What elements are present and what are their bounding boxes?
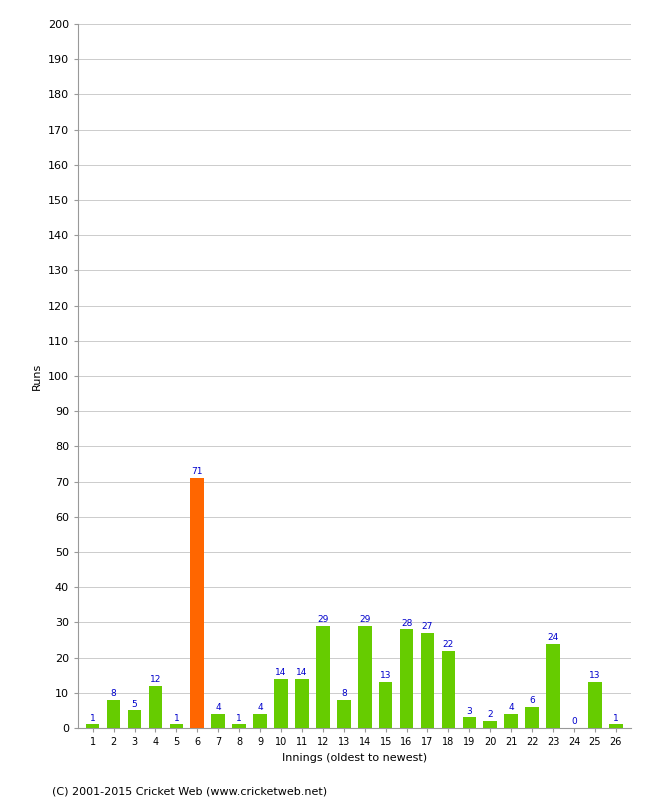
Bar bbox=[107, 700, 120, 728]
Text: 6: 6 bbox=[529, 696, 535, 705]
Text: 1: 1 bbox=[236, 714, 242, 722]
Text: 4: 4 bbox=[508, 703, 514, 712]
Bar bbox=[295, 678, 309, 728]
Bar bbox=[525, 707, 539, 728]
Bar bbox=[254, 714, 267, 728]
Bar bbox=[337, 700, 350, 728]
Text: 2: 2 bbox=[488, 710, 493, 719]
Text: 8: 8 bbox=[111, 689, 116, 698]
Text: 3: 3 bbox=[467, 706, 473, 716]
Text: 27: 27 bbox=[422, 622, 433, 631]
Text: 24: 24 bbox=[547, 633, 559, 642]
Bar bbox=[358, 626, 372, 728]
Text: 1: 1 bbox=[174, 714, 179, 722]
Bar bbox=[400, 630, 413, 728]
Text: 0: 0 bbox=[571, 718, 577, 726]
Text: 22: 22 bbox=[443, 640, 454, 649]
Text: 29: 29 bbox=[359, 615, 370, 624]
Y-axis label: Runs: Runs bbox=[32, 362, 42, 390]
Bar bbox=[421, 633, 434, 728]
Bar bbox=[504, 714, 518, 728]
Text: 71: 71 bbox=[192, 467, 203, 476]
Bar bbox=[316, 626, 330, 728]
Bar bbox=[127, 710, 141, 728]
Bar bbox=[588, 682, 602, 728]
Text: (C) 2001-2015 Cricket Web (www.cricketweb.net): (C) 2001-2015 Cricket Web (www.cricketwe… bbox=[52, 786, 327, 796]
Bar bbox=[609, 725, 623, 728]
Bar bbox=[484, 721, 497, 728]
Bar bbox=[211, 714, 225, 728]
Text: 4: 4 bbox=[257, 703, 263, 712]
Bar bbox=[170, 725, 183, 728]
Bar bbox=[274, 678, 288, 728]
Text: 8: 8 bbox=[341, 689, 346, 698]
Text: 12: 12 bbox=[150, 675, 161, 684]
Text: 1: 1 bbox=[613, 714, 619, 722]
Bar bbox=[86, 725, 99, 728]
Bar bbox=[379, 682, 393, 728]
Text: 14: 14 bbox=[276, 668, 287, 677]
Text: 13: 13 bbox=[589, 671, 601, 681]
Bar bbox=[441, 650, 455, 728]
X-axis label: Innings (oldest to newest): Innings (oldest to newest) bbox=[281, 753, 427, 762]
Text: 28: 28 bbox=[401, 618, 412, 628]
Text: 29: 29 bbox=[317, 615, 328, 624]
Text: 5: 5 bbox=[132, 700, 137, 709]
Bar bbox=[149, 686, 162, 728]
Bar bbox=[546, 643, 560, 728]
Text: 14: 14 bbox=[296, 668, 307, 677]
Bar bbox=[463, 718, 476, 728]
Text: 4: 4 bbox=[215, 703, 221, 712]
Text: 13: 13 bbox=[380, 671, 391, 681]
Bar bbox=[190, 478, 204, 728]
Bar bbox=[232, 725, 246, 728]
Text: 1: 1 bbox=[90, 714, 96, 722]
